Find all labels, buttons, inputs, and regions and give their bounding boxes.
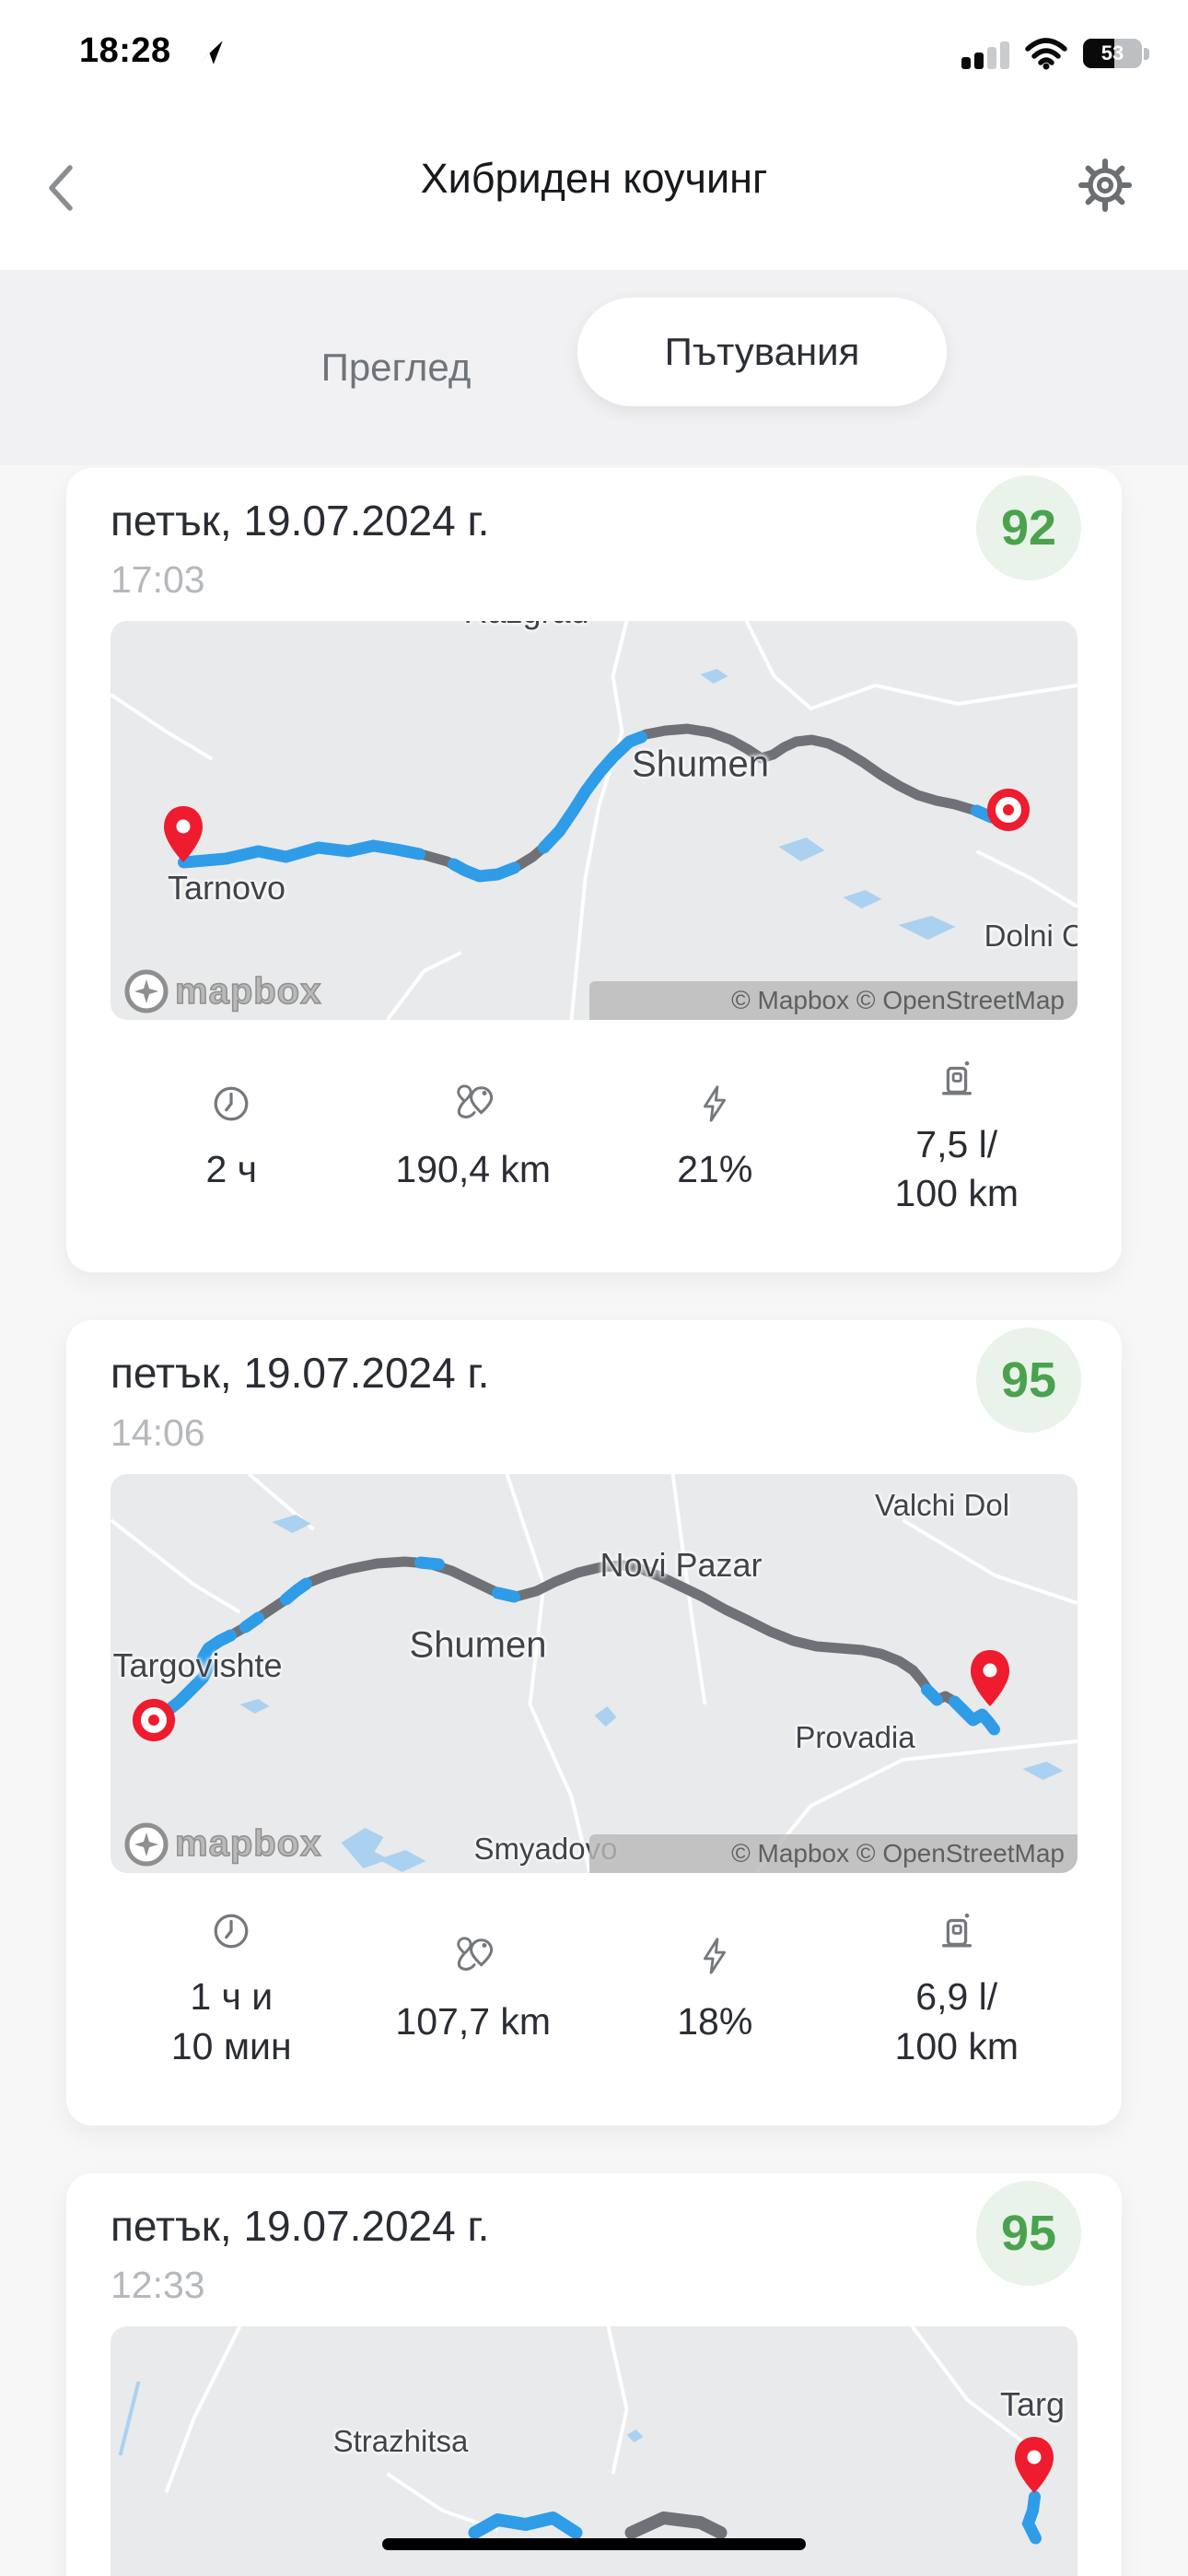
mapbox-wordmark: mapbox	[174, 1823, 322, 1866]
map-label-tarnovo: Tarnovo	[167, 869, 286, 907]
status-time: 18:28	[79, 31, 171, 70]
trip-start-time: 12:33	[111, 2263, 205, 2306]
trip-stats: 1 ч и 10 мин 107,7 km 18%	[111, 1899, 1077, 2083]
map-attribution: © Mapbox © OpenStreetMap	[589, 1833, 1077, 1873]
score-badge: 95	[976, 2180, 1081, 2286]
status-icons: 53	[961, 37, 1149, 70]
trip-map: Razgrad Shumen Tarnovo Dolni C mapbox © …	[111, 621, 1077, 1021]
stat-duration-value: 2 ч	[205, 1147, 258, 1190]
stat-consumption-value: 7,5 l/ 100 km	[894, 1123, 1019, 1215]
battery-icon: 53	[1083, 39, 1149, 68]
stat-consumption: 7,5 l/ 100 km	[836, 1058, 1078, 1219]
stat-consumption: 6,9 l/ 100 km	[836, 1910, 1078, 2071]
gear-icon	[1078, 158, 1132, 212]
route-icon	[457, 1084, 493, 1118]
start-point-icon	[987, 789, 1030, 832]
mapbox-wordmark: mapbox	[174, 970, 322, 1013]
stat-distance: 190,4 km	[353, 1083, 595, 1194]
clock-icon	[214, 1914, 249, 1949]
stat-duration-value: 1 ч и 10 мин	[170, 1975, 292, 2067]
trip-date: петък, 19.07.2024 г.	[111, 2201, 490, 2250]
stat-distance-value: 107,7 km	[395, 2000, 552, 2043]
trip-date: петък, 19.07.2024 г.	[111, 497, 490, 544]
score-badge: 92	[976, 475, 1081, 580]
trip-map: Strazhitsa Targ	[111, 2326, 1077, 2576]
trip-date: петък, 19.07.2024 г.	[111, 1349, 490, 1398]
clock-icon	[214, 1086, 249, 1121]
stat-electric: 18%	[594, 1935, 836, 2046]
stat-electric-value: 18%	[677, 2000, 753, 2043]
trip-card[interactable]: петък, 19.07.2024 г. 14:06 95	[66, 1320, 1122, 2125]
map-graphic	[111, 1473, 1077, 1873]
map-label-strazhitsa: Strazhitsa	[332, 2424, 469, 2459]
stat-distance: 107,7 km	[353, 1935, 595, 2046]
fuel-pump-icon	[941, 1914, 972, 1948]
lightning-bolt-icon	[704, 1938, 727, 1974]
stat-duration: 2 ч	[111, 1083, 353, 1194]
destination-pin-icon	[164, 806, 203, 863]
mapbox-logo: mapbox	[123, 1821, 321, 1868]
map-label-dolni: Dolni C	[984, 919, 1077, 954]
stat-distance-value: 190,4 km	[395, 1147, 552, 1190]
lightning-bolt-icon	[704, 1085, 727, 1122]
home-indicator[interactable]	[382, 2538, 806, 2550]
start-point-icon	[133, 1698, 175, 1741]
trip-card[interactable]: петък, 19.07.2024 г. 17:03 92	[66, 468, 1122, 1273]
tab-trips[interactable]: Пътувания	[577, 298, 947, 406]
map-attribution: © Mapbox © OpenStreetMap	[589, 981, 1077, 1021]
map-graphic	[118, 2326, 1042, 2545]
chevron-left-icon	[49, 165, 73, 211]
settings-button[interactable]	[1070, 146, 1140, 225]
trips-list: петък, 19.07.2024 г. 17:03 92	[0, 465, 1188, 2576]
destination-pin-icon	[1015, 2437, 1054, 2494]
map-label-shumen: Shumen	[409, 1624, 547, 1666]
page-title: Хибриден коучинг	[420, 155, 768, 202]
map-label-novi-pazar: Novi Pazar	[600, 1546, 763, 1585]
map-graphic	[111, 621, 1077, 1021]
stat-electric: 21%	[594, 1083, 836, 1194]
mapbox-logo: mapbox	[123, 968, 321, 1014]
map-label-provadia: Provadia	[795, 1719, 915, 1754]
location-arrow-icon	[199, 41, 223, 64]
status-bar: 18:28 53	[0, 0, 1188, 111]
tab-bar: Преглед Пътувания	[0, 270, 1188, 465]
route-icon	[457, 1937, 493, 1972]
stat-duration: 1 ч и 10 мин	[111, 1910, 353, 2071]
fuel-pump-icon	[941, 1061, 972, 1095]
trip-start-time: 17:03	[111, 558, 205, 602]
trip-start-time: 14:06	[111, 1411, 205, 1454]
cellular-signal-icon	[961, 41, 1009, 69]
trip-stats: 2 ч 190,4 km 21%	[111, 1046, 1077, 1230]
tab-overview[interactable]: Преглед	[320, 345, 472, 389]
destination-pin-icon	[971, 1649, 1009, 1706]
stat-electric-value: 21%	[677, 1147, 753, 1190]
wifi-icon	[1025, 38, 1067, 70]
map-label-shumen: Shumen	[632, 744, 769, 785]
mapbox-logo-icon	[124, 1822, 169, 1867]
navigation-bar: Хибриден коучинг	[0, 111, 1188, 270]
mapbox-logo-icon	[124, 969, 169, 1013]
trip-map: Valchi Dol Novi Pazar Shumen Targovishte…	[111, 1473, 1077, 1873]
map-label-razgrad: Razgrad	[463, 621, 588, 631]
back-button[interactable]	[42, 151, 94, 225]
battery-percent: 53	[1101, 41, 1124, 64]
map-label-targovishte: Targovishte	[112, 1645, 283, 1684]
stat-consumption-value: 6,9 l/ 100 km	[894, 1975, 1019, 2067]
map-label-valchi-dol: Valchi Dol	[874, 1488, 1010, 1523]
score-badge: 95	[976, 1328, 1081, 1434]
trip-card[interactable]: петък, 19.07.2024 г. 12:33 95 Strazhitsa…	[66, 2172, 1122, 2576]
battery-fill	[1083, 39, 1114, 68]
map-label-targovishte-cut: Targ	[1000, 2385, 1066, 2424]
